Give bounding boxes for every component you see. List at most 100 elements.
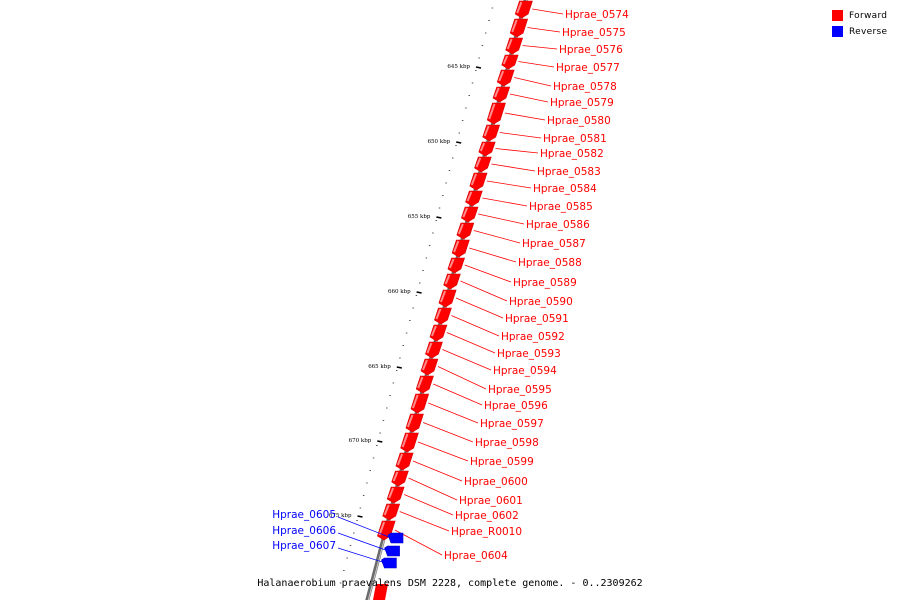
- gene-shading: [498, 70, 505, 82]
- gene-label-forward: Hprae_0575: [562, 27, 626, 39]
- major-tick: [456, 141, 462, 144]
- gene-shading: [401, 433, 409, 448]
- tick-label: 675 kbp: [329, 513, 352, 519]
- gene-shading: [444, 274, 451, 285]
- gene-shading: [412, 394, 419, 409]
- gene-label-forward: Hprae_0580: [547, 115, 611, 127]
- gene-shading: [488, 103, 496, 120]
- legend-reverse-label: Reverse: [849, 26, 888, 37]
- gene-shading: [483, 125, 490, 137]
- gene-shading: [439, 290, 447, 303]
- gene-label-forward: Hprae_0602: [455, 510, 519, 522]
- gene-leader-line: [417, 441, 469, 462]
- map-caption: Halanaerobium praevalens DSM 2228, compl…: [257, 578, 643, 589]
- gene-leader-line: [532, 8, 564, 15]
- gene-leader-line: [504, 112, 546, 121]
- gene-shading: [422, 359, 428, 371]
- gene-label-forward: Hprae_0595: [488, 384, 552, 396]
- gene-label-reverse: Hprae_0606: [272, 525, 336, 537]
- gene-label-forward: Hprae_0592: [501, 331, 565, 343]
- gene-shading: [392, 471, 399, 482]
- gene-label-forward: Hprae_0585: [529, 201, 593, 213]
- gene-leader-line: [412, 460, 463, 482]
- gene-label-forward: Hprae_0584: [533, 183, 597, 195]
- gene-label-forward: Hprae_0583: [537, 166, 601, 178]
- gene-leader-line: [460, 280, 508, 302]
- gene-leader-line: [337, 516, 390, 538]
- forward-swatch: [832, 10, 843, 21]
- gene-shading: [506, 38, 513, 50]
- tick-label: 665 kbp: [368, 364, 391, 370]
- gene-shading: [516, 1, 523, 14]
- tick-label: 660 kbp: [388, 289, 411, 295]
- major-tick: [396, 366, 402, 369]
- legend-reverse: Reverse: [832, 24, 892, 39]
- tick-label: 650 kbp: [428, 139, 451, 145]
- gene-label-forward: Hprae_0581: [543, 133, 607, 145]
- gene-leader-line: [499, 132, 542, 139]
- gene-leader-line: [482, 197, 528, 207]
- gene-shading: [479, 142, 486, 152]
- gene-leader-line: [522, 45, 558, 50]
- gene-leader-line: [491, 163, 536, 172]
- gene-label-forward: Hprae_0582: [540, 148, 604, 160]
- gene-leader-line: [486, 180, 532, 189]
- gene-shading: [457, 223, 464, 235]
- gene-leader-line: [337, 532, 386, 551]
- gene-label-forward: Hprae_0596: [484, 400, 548, 412]
- major-tick: [377, 440, 383, 443]
- gene-shading: [453, 240, 460, 253]
- gene-leader-line: [399, 511, 450, 532]
- major-tick: [357, 515, 363, 518]
- legend: Forward Reverse: [832, 8, 892, 40]
- major-tick: [416, 291, 422, 294]
- gene-shading: [494, 87, 500, 98]
- gene-leader-line: [469, 247, 517, 263]
- gene-shading: [502, 55, 509, 65]
- gene-shading: [462, 207, 468, 218]
- gene-shading: [435, 308, 442, 320]
- legend-forward: Forward: [832, 8, 892, 23]
- gene-leader-line: [509, 93, 549, 103]
- gene-leader-line: [527, 27, 561, 33]
- gene-label-forward: Hprae_0590: [509, 296, 573, 308]
- gene-label-forward: Hprae_0576: [559, 44, 623, 56]
- gene-leader-line: [455, 297, 504, 319]
- gene-label-forward: Hprae_0601: [459, 495, 523, 507]
- gene-shading: [448, 258, 455, 269]
- gene-label-forward: Hprae_0578: [553, 81, 617, 93]
- gene-leader-line: [408, 477, 458, 501]
- gene-leader-line: [478, 213, 525, 225]
- gene-leader-line: [433, 383, 483, 406]
- reverse-gene-arrow: [387, 532, 404, 544]
- gene-leader-line: [451, 315, 500, 337]
- gene-label-forward: Hprae_0588: [518, 257, 582, 269]
- major-tick: [475, 66, 482, 69]
- gene-shading: [378, 521, 386, 536]
- gene-shading: [406, 414, 414, 428]
- gene-label-forward: Hprae_R0010: [451, 526, 522, 538]
- gene-leader-line: [428, 402, 479, 424]
- reverse-gene-arrow: [381, 557, 397, 569]
- gene-label-forward: Hprae_0591: [505, 313, 569, 325]
- tick-label: 670 kbp: [349, 438, 372, 444]
- gene-label-forward: Hprae_0589: [513, 277, 577, 289]
- gene-leader-line: [437, 366, 487, 390]
- forward-gene-arrow: [486, 102, 506, 125]
- gene-label-forward: Hprae_0579: [550, 97, 614, 109]
- gene-leader-line: [423, 422, 474, 443]
- gene-shading: [383, 504, 390, 516]
- gene-shading: [388, 487, 395, 499]
- gene-label-forward: Hprae_0604: [444, 550, 508, 562]
- gene-leader-line: [473, 230, 521, 244]
- tick-label: 655 kbp: [408, 214, 431, 220]
- gene-label-forward: Hprae_0593: [497, 348, 561, 360]
- gene-label-forward: Hprae_0598: [475, 437, 539, 449]
- gene-shading: [511, 19, 518, 33]
- gene-label-forward: Hprae_0586: [526, 219, 590, 231]
- gene-label-forward: Hprae_0574: [565, 9, 629, 21]
- gene-label-forward: Hprae_0594: [493, 365, 557, 377]
- gene-label-forward: Hprae_0587: [522, 238, 586, 250]
- tick-label: 645 kbp: [447, 64, 470, 70]
